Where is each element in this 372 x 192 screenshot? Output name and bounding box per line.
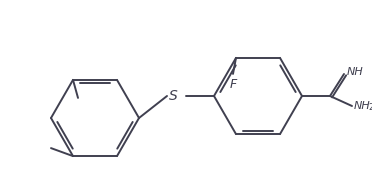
Text: F: F <box>230 78 237 91</box>
Text: NH: NH <box>354 101 371 111</box>
Text: NH: NH <box>347 67 364 77</box>
Text: S: S <box>169 89 177 103</box>
Text: 2: 2 <box>368 103 372 113</box>
